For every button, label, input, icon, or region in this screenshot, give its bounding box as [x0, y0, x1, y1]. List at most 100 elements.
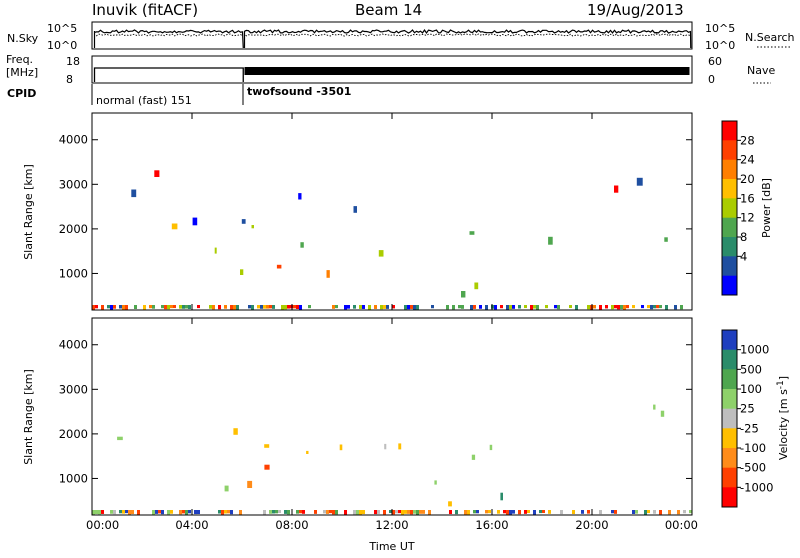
noise-panel-frame [91, 21, 693, 50]
velocity-cell [128, 510, 131, 515]
power-cell [179, 305, 182, 309]
cpid-panel: CPID normal (fast) 151 twofsound -3501 [7, 84, 351, 107]
power-cell [380, 305, 383, 310]
power-cell [248, 305, 251, 309]
velocity-cell [668, 510, 671, 515]
power-panel-frame [91, 112, 693, 311]
velocity-cell [269, 510, 272, 514]
power-cell [266, 305, 269, 309]
velocity-cell [230, 510, 233, 515]
power-cell [308, 305, 311, 309]
velocity-colorbar-swatch [722, 369, 737, 390]
power-cell [269, 305, 272, 309]
noise-search-line [94, 33, 691, 37]
cpid-mode-2: twofsound -3501 [247, 85, 351, 98]
frequency-marks [93, 67, 690, 82]
noise-left-label: N.Sky [7, 32, 39, 45]
power-colorbar-frame [721, 120, 738, 296]
power-colorbar-tick-label: 16 [740, 191, 755, 205]
power-cell [383, 305, 386, 309]
velocity-cell [264, 444, 270, 448]
velocity-cell [503, 510, 506, 514]
power-cell [299, 305, 302, 310]
power-cell [623, 305, 626, 310]
power-cell [110, 305, 113, 310]
power-cell [167, 305, 170, 310]
velocity-cell [509, 510, 512, 515]
noise-left-tick-top: 10^5 [47, 22, 77, 35]
velocity-cell [275, 510, 278, 514]
power-cell [575, 305, 578, 310]
power-cell [122, 305, 125, 310]
power-cell [230, 305, 233, 310]
velocity-colorbar-tick-label: 100 [740, 382, 762, 396]
power-colorbar-swatch [722, 237, 737, 257]
velocity-cell [113, 510, 116, 515]
power-cell [257, 305, 260, 309]
x-tick-label: 20:00 [575, 518, 608, 532]
power-ytick-label: 4000 [59, 133, 88, 147]
power-cell [611, 305, 614, 310]
velocity-panel-frame [91, 317, 693, 516]
power-cell [474, 282, 479, 290]
power-colorbar-tick-label: 4 [740, 249, 747, 263]
velocity-ytick-label: 3000 [59, 382, 88, 396]
velocity-cell [137, 510, 140, 515]
station-title: Inuvik (fitACF) [92, 1, 198, 19]
power-colorbar-swatch [722, 140, 737, 161]
power-cell [251, 225, 254, 229]
power-cell [284, 305, 287, 310]
velocity-cell [407, 510, 410, 514]
power-colorbar-tick-label: 28 [740, 133, 755, 147]
velocity-cell [518, 510, 521, 515]
power-cell [359, 305, 362, 309]
velocity-cell [635, 510, 638, 514]
power-cell [171, 223, 178, 230]
velocity-cell [131, 510, 134, 515]
velocity-colorbar-tick-label: -1000 [740, 480, 773, 494]
velocity-cell [599, 510, 602, 515]
power-cell [605, 305, 608, 309]
power-cell [548, 236, 553, 245]
power-cell [224, 305, 227, 309]
freq-left-tick-bottom: 8 [66, 73, 73, 86]
power-cell [212, 305, 215, 310]
noise-left-tick-bottom: 10^0 [47, 39, 77, 52]
velocity-colorbar-swatch [722, 448, 737, 469]
power-cell [287, 305, 290, 309]
velocity-cell [683, 510, 686, 514]
velocity-cell [92, 510, 95, 515]
power-cell [554, 305, 557, 309]
power-cell [143, 305, 146, 310]
x-tick-label: 16:00 [475, 518, 508, 532]
velocity-cell [221, 510, 224, 515]
power-cell [263, 305, 266, 309]
power-cell [293, 305, 296, 309]
velocity-ytick-label: 1000 [59, 471, 88, 485]
velocity-cell [161, 510, 164, 515]
velocity-cell [264, 464, 270, 470]
power-cell [485, 305, 488, 310]
velocity-cell [299, 510, 302, 514]
velocity-ytick-label: 4000 [59, 338, 88, 352]
velocity-cell [398, 443, 402, 450]
power-cell [107, 305, 110, 309]
power-colorbar-tick-label: 12 [740, 211, 755, 225]
power-cell [647, 305, 650, 309]
power-cell [95, 305, 98, 309]
velocity-cell [224, 510, 227, 514]
velocity-cell [395, 510, 398, 514]
velocity-cell [339, 444, 343, 451]
power-cell [665, 305, 668, 310]
power-cell [170, 305, 173, 309]
power-cell [506, 305, 509, 310]
power-cell [149, 305, 152, 309]
power-cell [152, 305, 155, 309]
frequency-panel-frame [91, 55, 693, 84]
velocity-cell [314, 510, 317, 514]
velocity-cell [362, 510, 365, 515]
power-colorbar-swatch [722, 159, 737, 180]
velocity-colorbar-tick-label: -500 [740, 461, 766, 475]
power-cell [404, 305, 407, 310]
power-cell [636, 177, 643, 186]
